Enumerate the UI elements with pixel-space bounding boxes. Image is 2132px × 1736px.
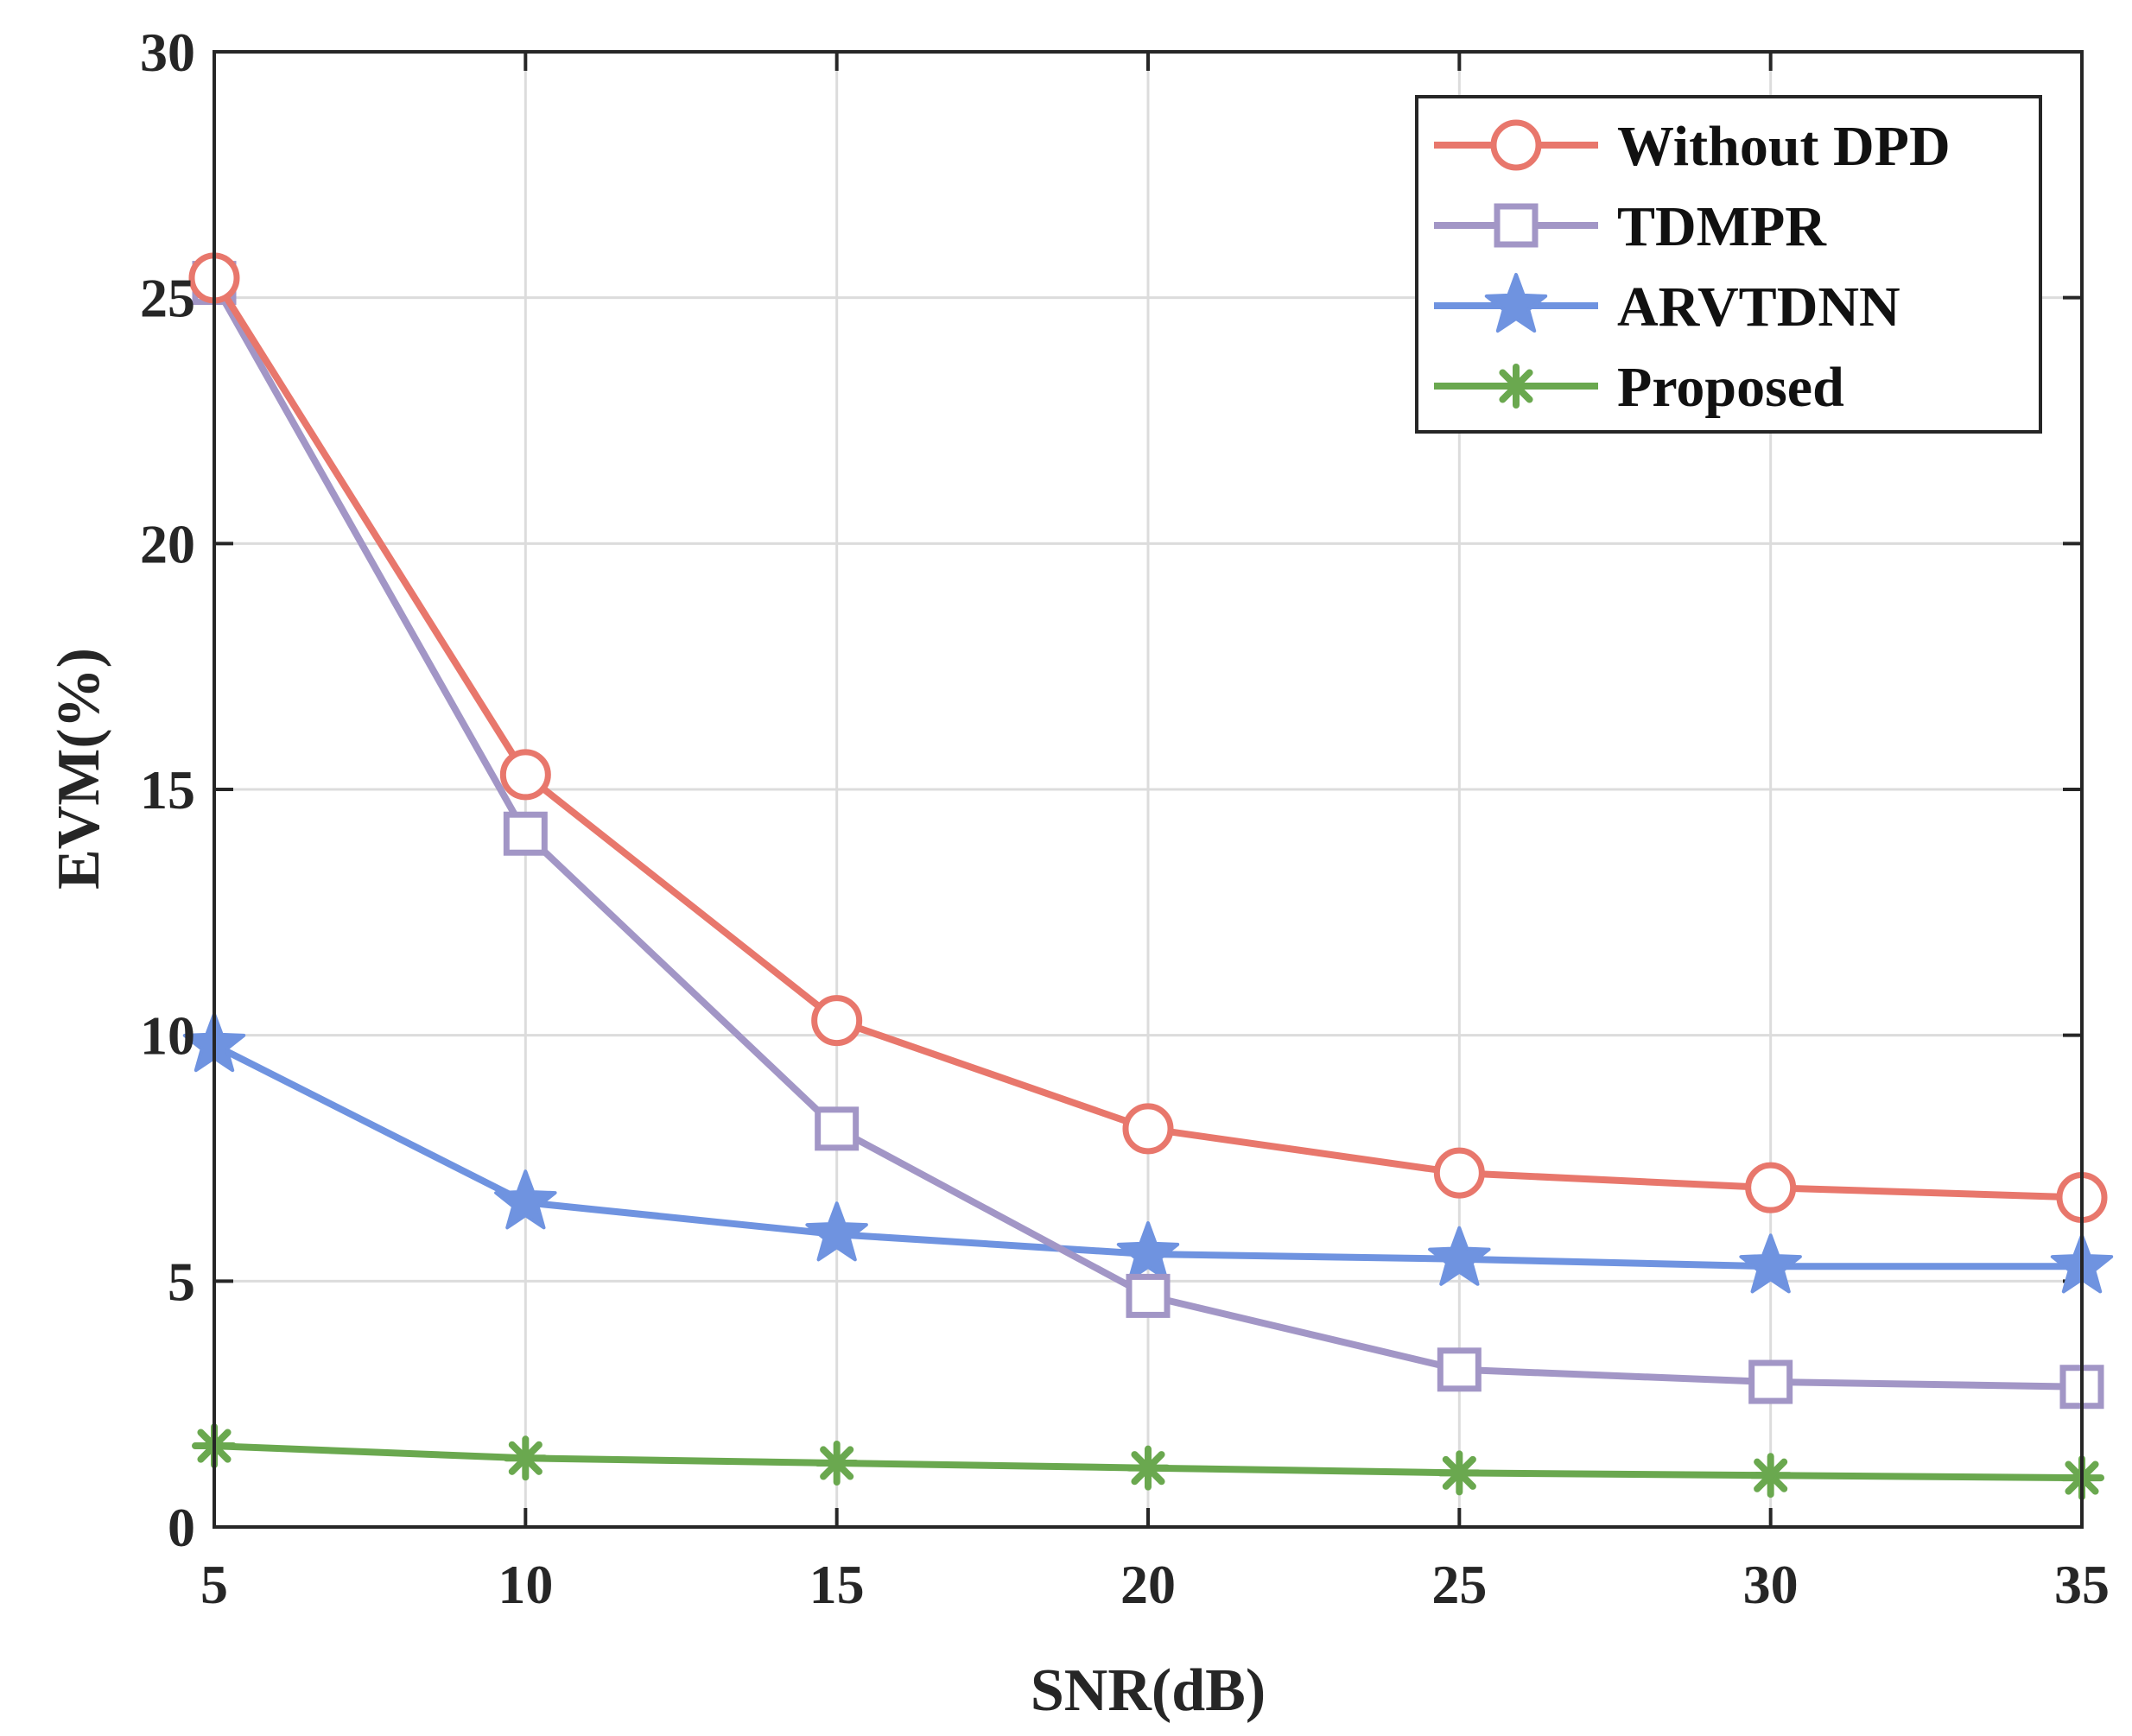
legend-marker-tdmpr <box>1494 203 1539 248</box>
legend-label-proposed: Proposed <box>1617 356 1844 419</box>
data-point-without-dpd <box>811 995 863 1047</box>
data-point-proposed <box>1126 1445 1171 1491</box>
y-tick-label: 10 <box>140 1005 195 1067</box>
x-axis-title: SNR(dB) <box>1031 1657 1266 1724</box>
data-point-arvtdnn <box>1116 1221 1180 1282</box>
data-point-proposed <box>1748 1453 1793 1498</box>
data-point-tdmpr <box>503 811 548 856</box>
y-tick-label: 0 <box>168 1497 195 1558</box>
legend-entry-tdmpr: TDMPR <box>1434 195 1827 258</box>
data-point-proposed <box>503 1435 549 1481</box>
data-point-tdmpr <box>815 1106 860 1151</box>
asterisk-stroke <box>1131 1451 1165 1486</box>
y-axis-title: EVM(%) <box>46 648 112 890</box>
legend-label-arvtdnn: ARVTDNN <box>1617 276 1900 339</box>
data-point-arvtdnn <box>805 1201 868 1262</box>
legend-entry-arvtdnn: ARVTDNN <box>1434 273 1900 339</box>
series-proposed <box>192 1423 2104 1501</box>
x-tick-label: 15 <box>809 1554 865 1615</box>
asterisk-stroke <box>508 1441 543 1475</box>
legend-label-without-dpd: Without DPD <box>1617 115 1951 178</box>
x-tick-label: 35 <box>2054 1554 2110 1615</box>
data-point-without-dpd <box>1433 1147 1485 1199</box>
data-point-arvtdnn <box>1428 1226 1491 1286</box>
x-tick-label: 5 <box>200 1554 228 1615</box>
data-point-without-dpd <box>499 749 551 801</box>
x-tick-label: 20 <box>1120 1554 1176 1615</box>
asterisk-stroke <box>1754 1458 1788 1492</box>
data-point-tdmpr <box>1437 1347 1482 1392</box>
data-point-proposed <box>1437 1450 1482 1496</box>
y-tick-label: 20 <box>140 513 195 574</box>
legend-marker-without-dpd <box>1490 119 1542 171</box>
plot-area-border <box>213 50 2084 1529</box>
x-tick-label: 25 <box>1431 1554 1487 1615</box>
x-tick-label: 30 <box>1743 1554 1799 1615</box>
data-point-without-dpd <box>1745 1162 1797 1213</box>
data-point-tdmpr <box>1748 1359 1793 1404</box>
asterisk-stroke <box>1442 1455 1476 1490</box>
y-tick-label: 5 <box>168 1251 195 1312</box>
data-point-arvtdnn <box>494 1169 557 1230</box>
legend-label-tdmpr: TDMPR <box>1617 195 1827 258</box>
data-point-arvtdnn <box>1739 1233 1802 1294</box>
data-point-without-dpd <box>1122 1103 1174 1155</box>
legend-entry-proposed: Proposed <box>1434 356 1844 419</box>
legend: Without DPD TDMPR ARVTDNN Proposed <box>1415 95 2042 434</box>
asterisk-stroke <box>820 1446 854 1480</box>
y-tick-label: 25 <box>140 268 195 329</box>
x-tick-label: 10 <box>498 1554 553 1615</box>
data-point-proposed <box>814 1440 860 1486</box>
asterisk-stroke <box>1499 369 1533 403</box>
legend-marker-arvtdnn <box>1484 273 1548 333</box>
y-tick-label: 15 <box>140 759 195 820</box>
data-point-tdmpr <box>1126 1273 1171 1318</box>
y-tick-label: 30 <box>140 22 195 83</box>
legend-marker-proposed <box>1494 364 1539 409</box>
legend-entry-without-dpd: Without DPD <box>1434 115 1951 178</box>
